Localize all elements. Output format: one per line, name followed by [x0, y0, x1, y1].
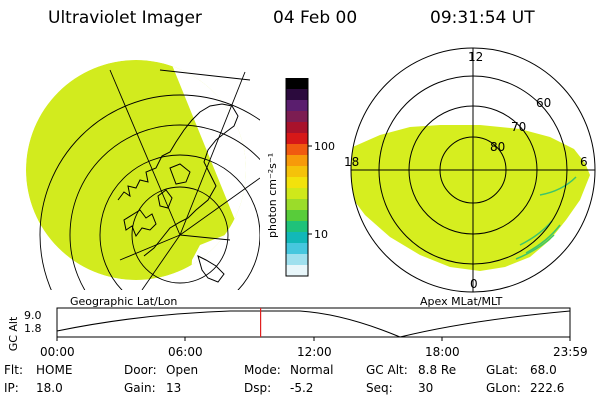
mlt-label-0: 0: [470, 277, 478, 291]
timeline-x-tick-0000: 00:00: [40, 345, 75, 359]
mlat-mlt-plot: 12 18 6 0 60 70 80: [344, 47, 596, 293]
seq-label: Seq:: [366, 381, 393, 395]
colorbar-swatch: [286, 122, 308, 134]
coastline: [169, 163, 191, 185]
colorbar-swatch: [286, 221, 308, 233]
timeline-y-axis-label: GC Alt: [7, 316, 20, 351]
mlat-label-70: 70: [511, 120, 526, 134]
left-panel-label: Geographic Lat/Lon: [70, 295, 178, 308]
colorbar-unit-label: photon cm⁻²s⁻¹: [266, 153, 279, 238]
mlt-label-6: 6: [580, 155, 588, 169]
gc-alt-curve: [56, 310, 571, 338]
gain-value: 13: [166, 381, 182, 395]
gcalt-label: GC Alt:: [366, 363, 408, 377]
colorbar-swatch: [286, 111, 308, 123]
glat-value: 68.0: [530, 363, 557, 377]
lat-circle: [39, 94, 260, 290]
lat-circle: [69, 124, 260, 290]
uv-image-region: [351, 125, 590, 271]
mlt-label-12: 12: [468, 50, 483, 64]
colorbar-swatch: [286, 265, 308, 277]
time-readout: 09:31:54 UT: [430, 8, 535, 28]
colorbar-tick-100: 100: [314, 140, 335, 153]
mode-value: Normal: [290, 363, 334, 377]
right-panel-label: Apex MLat/MLT: [420, 295, 503, 308]
dsp-value: -5.2: [290, 381, 314, 395]
colorbar-frame: [285, 78, 309, 277]
timeline-y-tick-bottom: 1.8: [24, 322, 42, 335]
timeline-y-tick-top: 9.0: [24, 309, 42, 322]
geographic-image: [26, 60, 260, 290]
glat-label: GLat:: [486, 363, 519, 377]
colorbar-swatch: [286, 199, 308, 211]
glon-label: GLon:: [486, 381, 521, 395]
date-readout: 04 Feb 00: [273, 8, 358, 28]
coastline: [117, 103, 239, 257]
glon-value: 222.6: [530, 381, 565, 395]
flt-label: Flt:: [4, 363, 23, 377]
gcalt-value: 8.8 Re: [418, 363, 457, 377]
colorbar-swatch: [286, 166, 308, 178]
timeline-x-tick-1200: 12:00: [297, 345, 332, 359]
mlat-label-60: 60: [536, 96, 551, 110]
colorbar-swatch: [286, 177, 308, 189]
colorbar-tick-10: 10: [314, 228, 328, 241]
timeline-x-tick-2359: 23:59: [553, 345, 588, 359]
gain-label: Gain:: [124, 381, 156, 395]
ip-value: 18.0: [36, 381, 63, 395]
flt-value: HOME: [36, 363, 73, 377]
mlat-label-80: 80: [490, 140, 505, 154]
lat-circle: [131, 186, 229, 284]
mode-label: Mode:: [244, 363, 281, 377]
uv-image-disk: [26, 60, 246, 280]
timeline-x-tick-0600: 06:00: [168, 345, 203, 359]
lat-circle: [99, 154, 260, 290]
colorbar-swatch: [286, 232, 308, 244]
mlt-label-18: 18: [344, 155, 359, 169]
door-value: Open: [166, 363, 199, 377]
timeline-x-tick-1800: 18:00: [425, 345, 460, 359]
coastline: [157, 189, 173, 209]
colorbar-swatch: [286, 254, 308, 266]
colorbar-swatch: [286, 144, 308, 156]
ip-label: IP:: [4, 381, 19, 395]
door-label: Door:: [124, 363, 157, 377]
coastline: [197, 255, 225, 283]
colorbar-swatch: [286, 100, 308, 112]
timeline-plot: GC Alt 9.0 1.8 00:00 06:00 12:00 18:00 2…: [7, 307, 588, 359]
dsp-label: Dsp:: [244, 381, 272, 395]
colorbar: 100 10 photon cm⁻²s⁻¹: [266, 78, 335, 277]
colorbar-swatch: [286, 133, 308, 145]
coastline: [123, 209, 157, 238]
colorbar-swatch: [286, 155, 308, 167]
colorbar-swatch: [286, 243, 308, 255]
colorbar-swatch: [286, 210, 308, 222]
seq-value: 30: [418, 381, 434, 395]
app-title: Ultraviolet Imager: [48, 8, 202, 28]
colorbar-swatch: [286, 89, 308, 101]
colorbar-swatch: [286, 78, 308, 90]
colorbar-swatch: [286, 188, 308, 200]
